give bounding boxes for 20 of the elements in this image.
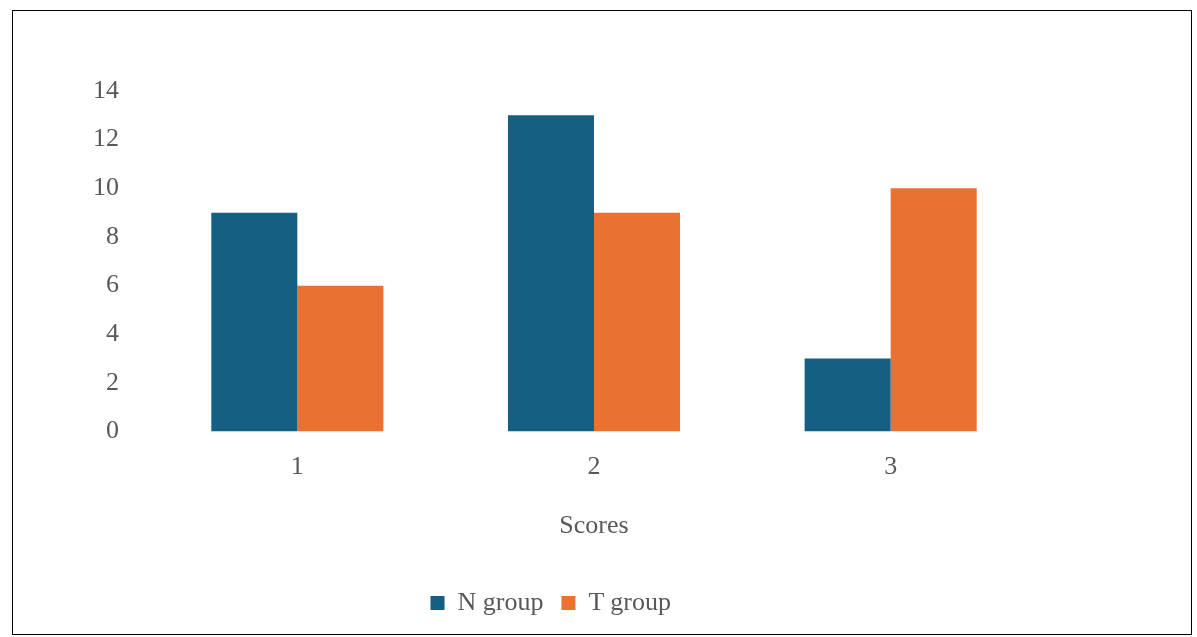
- x-tick-label: 3: [884, 451, 898, 481]
- x-tick-label: 2: [587, 451, 601, 481]
- bar: [804, 358, 891, 432]
- legend-label: N group: [457, 586, 544, 616]
- y-tick-label: 2: [106, 366, 119, 396]
- legend-label: T group: [588, 586, 672, 616]
- y-tick-label: 12: [93, 123, 119, 153]
- y-tick-label: 0: [106, 415, 119, 445]
- y-tick-label: 10: [93, 172, 119, 202]
- bar: [890, 188, 977, 432]
- y-tick-label: 8: [106, 220, 119, 250]
- bar: [297, 285, 384, 432]
- y-tick-label: 6: [106, 269, 119, 299]
- x-axis-title: Scores: [559, 510, 629, 540]
- x-tick-label: 1: [290, 451, 304, 481]
- y-tick-label: 4: [106, 318, 119, 348]
- bar: [507, 115, 594, 432]
- y-tick-label: 14: [93, 74, 119, 104]
- bar: [594, 212, 681, 432]
- bar: [211, 212, 298, 432]
